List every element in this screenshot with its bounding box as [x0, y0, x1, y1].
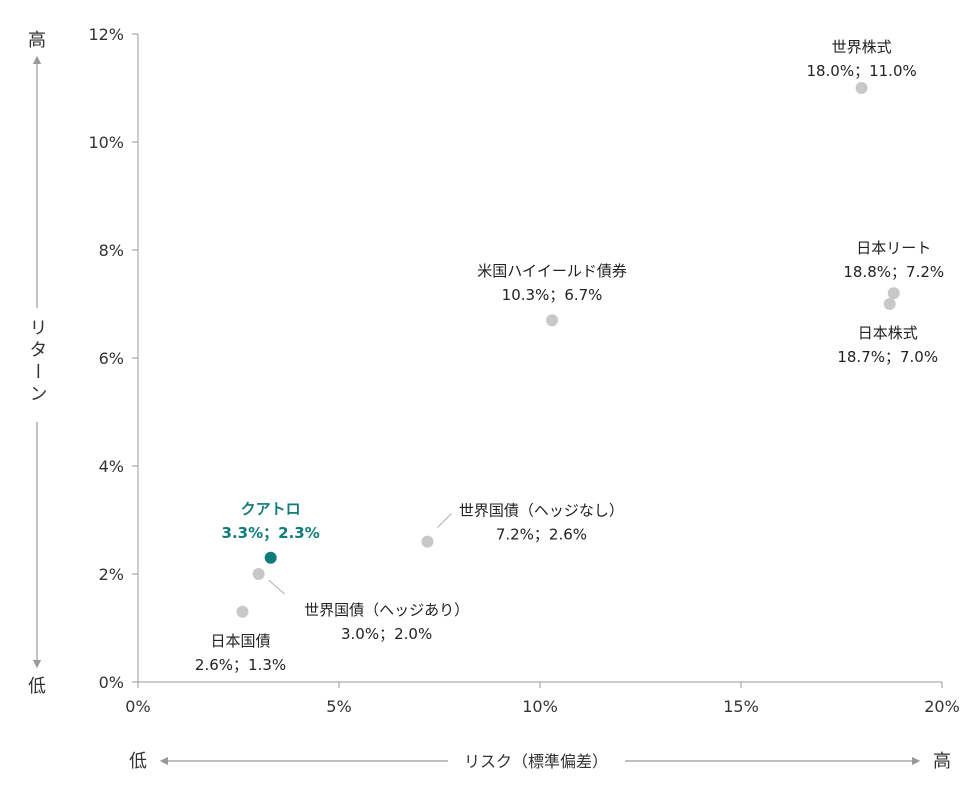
- leader-line: [268, 579, 285, 595]
- y-tick-label: 12%: [88, 25, 124, 44]
- x-tick-label: 5%: [326, 697, 351, 716]
- highlight-point: [264, 551, 277, 564]
- point-value-label: 18.7%；7.0%: [837, 348, 938, 366]
- point-value-label: 3.0%；2.0%: [341, 625, 432, 643]
- point-name-label: 日本株式: [858, 324, 918, 342]
- y-tick-label: 10%: [88, 133, 124, 152]
- scatter-point: [252, 568, 265, 580]
- y-low-label: 低: [28, 676, 46, 697]
- scatter-point: [883, 298, 896, 310]
- x-tick-label: 10%: [522, 697, 558, 716]
- scatter-point: [855, 82, 868, 94]
- x-high-label: 高: [933, 751, 951, 772]
- leader-line: [437, 513, 452, 528]
- point-name-label: 日本国債: [211, 632, 271, 650]
- point-name-label: 世界国債（ヘッジあり）: [304, 601, 469, 619]
- x-tick-label: 20%: [924, 697, 960, 716]
- scatter-point: [546, 314, 559, 327]
- point-name-label: 世界株式: [832, 38, 892, 56]
- y-tick-label: 6%: [99, 349, 124, 368]
- x-low-label: 低: [129, 751, 147, 772]
- leader-lines: [268, 513, 452, 595]
- point-name-label: 米国ハイイールド債券: [477, 262, 627, 280]
- point-name-label: 世界国債（ヘッジなし）: [459, 502, 624, 520]
- y-tick-label: 8%: [99, 241, 124, 260]
- scatter-point: [236, 605, 249, 618]
- point-name-label: 日本リート: [856, 239, 931, 257]
- y-high-label: 高: [28, 30, 46, 51]
- y-tick-label: 4%: [99, 457, 124, 476]
- point-name-label: クアトロ: [241, 500, 301, 518]
- point-value-label: 2.6%；1.3%: [195, 656, 286, 674]
- point-value-label: 18.0%；11.0%: [806, 62, 916, 80]
- x-tick-label: 0%: [125, 697, 150, 716]
- y-tick-label: 2%: [99, 565, 124, 584]
- label-group: 世界株式 18.0%；11.0% 日本リート 18.8%；7.2% 日本株式 18.7%；…: [195, 38, 944, 674]
- scatter-point: [421, 535, 434, 548]
- point-value-label: 7.2%；2.6%: [496, 526, 587, 544]
- x-tick-label: 15%: [723, 697, 759, 716]
- scatter-point: [887, 287, 900, 300]
- x-axis-title: リスク（標準偏差）: [464, 752, 608, 771]
- y-tick-label: 0%: [99, 673, 124, 692]
- point-value-label: 10.3%；6.7%: [502, 286, 603, 304]
- point-group: [236, 82, 900, 618]
- point-value-label: 3.3%；2.3%: [222, 524, 320, 542]
- tick-group: 0% 2% 4% 6% 8% 10% 12% 0% 5% 10% 15% 20%: [88, 25, 959, 716]
- point-value-label: 18.8%；7.2%: [843, 263, 944, 281]
- y-axis-title: リターン: [27, 318, 48, 406]
